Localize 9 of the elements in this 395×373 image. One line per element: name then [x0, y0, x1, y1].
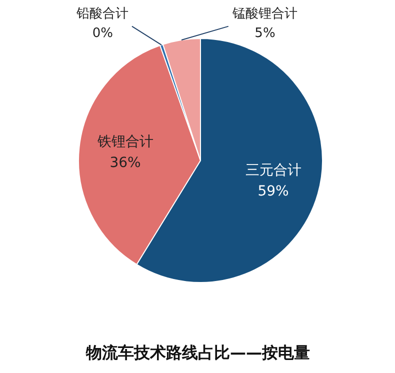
slice-label: 铅酸合计: [76, 6, 129, 22]
slice-label: 三元合计: [245, 162, 302, 179]
text: 物流车技术路线占比——按电量: [85, 343, 310, 362]
slice-label: 铁锂合计: [96, 134, 154, 150]
data-label: 36%: [110, 154, 141, 171]
data-label: 59%: [258, 183, 289, 200]
data-label: 5%: [254, 26, 276, 42]
slice-label: 锰酸锂合计: [231, 6, 298, 22]
data-label: 0%: [92, 26, 114, 42]
